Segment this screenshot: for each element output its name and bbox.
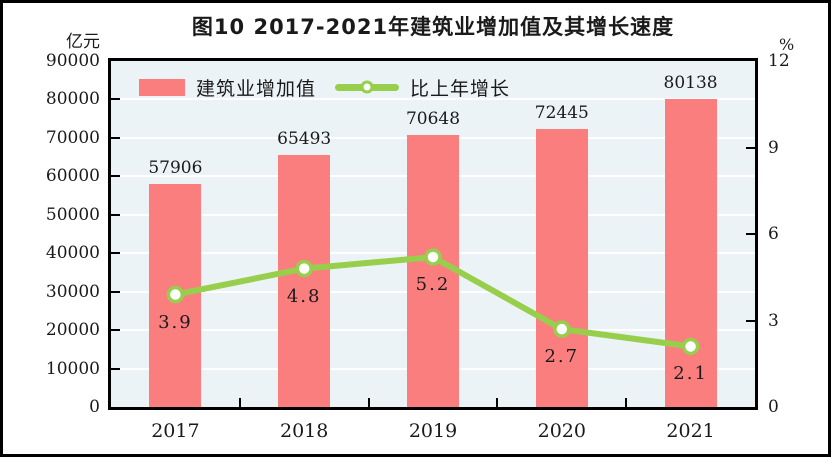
left-axis-tick: [111, 175, 120, 178]
line-point-label: 3.9: [158, 311, 193, 333]
left-axis-tick: [111, 136, 120, 139]
legend-line-marker-icon: [360, 80, 374, 94]
plot-area: 57906 65493 70648 72445 80138 3.9 4.8 5.2 2.7 2.…: [108, 58, 758, 410]
x-axis-label: 2019: [408, 420, 458, 442]
legend-line-label: 比上年增长: [410, 77, 511, 100]
left-axis-tick-label: 80000: [45, 89, 100, 110]
bar: [664, 98, 717, 407]
x-axis-label: 2021: [666, 420, 715, 442]
right-axis-tick-label: 3: [768, 310, 779, 331]
chart-title: 图10 2017-2021年建筑业增加值及其增长速度: [191, 15, 675, 39]
x-axis-tick: [496, 398, 499, 407]
left-axis-unit: 亿元: [66, 32, 100, 52]
legend-bar-swatch-icon: [139, 78, 185, 96]
plot-inner: 57906 65493 70648 72445 80138 3.9 4.8 5.2 2.7 2.…: [111, 61, 755, 407]
left-axis-tick-label: 70000: [45, 127, 100, 148]
line-point-label: 2.7: [544, 346, 580, 368]
left-axis-tick-label: 60000: [45, 166, 100, 187]
right-axis-tick-label: 6: [768, 224, 779, 244]
bar-value-label: 57906: [148, 158, 203, 179]
x-axis-tick: [625, 398, 628, 407]
x-axis-tick: [238, 398, 241, 407]
right-axis-tick: [746, 319, 755, 322]
left-axis-tick-label: 0: [89, 397, 100, 417]
legend-line-swatch-icon: [335, 80, 400, 94]
right-axis-tick: [746, 233, 755, 235]
bar: [407, 135, 459, 407]
line-point-label: 4.8: [286, 285, 322, 307]
line-point-label: 5.2: [415, 274, 451, 296]
left-axis-tick: [111, 98, 120, 101]
line-marker-icon: [553, 320, 571, 338]
left-axis-tick-label: 10000: [45, 358, 100, 379]
left-axis-tick-label: 40000: [45, 243, 100, 264]
left-axis-tick: [111, 252, 120, 255]
bar-value-label: 70648: [405, 109, 461, 130]
bar: [278, 155, 331, 407]
bar-value-label: 65493: [277, 129, 332, 150]
x-axis-label: 2017: [151, 420, 200, 442]
left-axis-tick-label: 20000: [45, 320, 100, 341]
right-axis-tick-label: 0: [768, 397, 779, 417]
bar: [535, 128, 588, 407]
line-point-label: 2.1: [673, 363, 708, 385]
left-axis-tick-label: 30000: [45, 281, 100, 302]
growth-line-series: [166, 248, 700, 356]
legend: 建筑业增加值 比上年增长: [139, 74, 510, 100]
x-axis-label: 2018: [280, 420, 329, 442]
legend-bar-label: 建筑业增加值: [196, 77, 317, 100]
right-axis-tick: [746, 146, 755, 149]
left-axis-tick: [111, 367, 120, 370]
line-marker-icon: [424, 248, 442, 266]
right-axis-unit: %: [779, 35, 795, 54]
right-axis-tick-label: 9: [768, 137, 779, 158]
x-axis-tick: [367, 398, 370, 407]
right-axis-tick-label: 12: [768, 51, 790, 71]
left-axis-tick-label: 50000: [45, 204, 100, 225]
line-marker-icon: [166, 285, 185, 304]
left-axis-tick: [111, 329, 120, 332]
left-axis-tick-label: 90000: [45, 51, 100, 71]
left-axis-tick: [111, 290, 120, 293]
grid-line: [111, 98, 755, 101]
line-marker-icon: [681, 337, 700, 356]
bar-value-label: 80138: [663, 72, 718, 93]
bar-value-label: 72445: [534, 102, 589, 123]
line-marker-icon: [295, 259, 313, 278]
x-axis-label: 2020: [537, 420, 586, 442]
left-axis-tick: [111, 213, 120, 216]
